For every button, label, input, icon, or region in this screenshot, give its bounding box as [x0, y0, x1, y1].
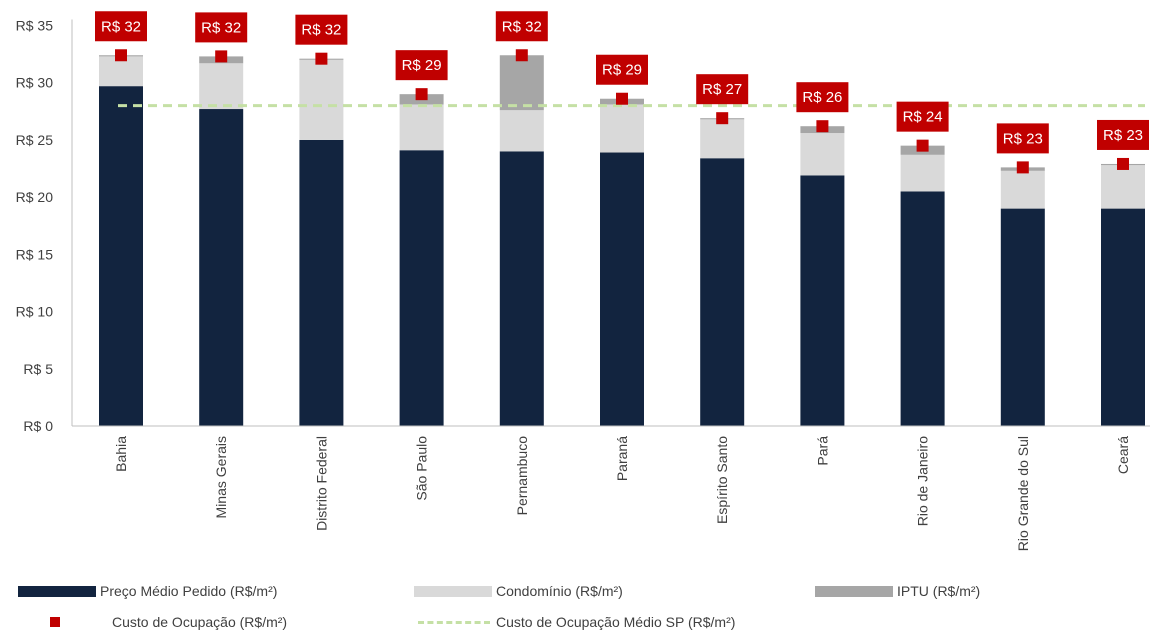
- bar-segment-condominio: [600, 104, 644, 153]
- custo-marker: [1016, 161, 1029, 174]
- data-label-box: [195, 12, 248, 43]
- bar-segment-condominio: [99, 56, 143, 87]
- data-label-box: [896, 101, 949, 132]
- data-label-box: [495, 11, 548, 42]
- y-tick-label: R$ 20: [16, 189, 54, 205]
- custo-marker: [616, 92, 628, 105]
- bar-segment-preco: [600, 152, 644, 426]
- bar-segment-preco: [700, 158, 745, 427]
- markers: R$ 32 R$ 32 R$ 32 R$ 29 R$ 32 R$ 29 R$ 27 R$ 26…: [95, 11, 1149, 174]
- x-category-label: Bahia: [113, 436, 129, 472]
- custo-marker: [816, 120, 829, 133]
- bar-segment-condominio: [399, 104, 444, 151]
- x-category-label: Pernambuco: [514, 436, 530, 516]
- bar-segment-preco: [99, 86, 143, 426]
- custo-marker: [716, 112, 729, 125]
- custo-marker: [215, 50, 228, 63]
- x-category-label: Rio de Janeiro: [915, 436, 931, 526]
- y-tick-label: R$ 35: [16, 18, 54, 34]
- x-category-label: Distrito Federal: [313, 436, 329, 531]
- bar-segment-preco: [1101, 208, 1145, 426]
- data-label: R$ 26: [802, 89, 842, 106]
- bar-segment-condominio: [199, 63, 244, 110]
- custo-marker: [515, 49, 528, 62]
- data-label-box: [395, 50, 448, 81]
- data-label: R$ 29: [402, 57, 442, 74]
- data-label: R$ 32: [502, 18, 542, 35]
- x-axis: Bahia Minas Gerais Distrito Federal São Pau…: [72, 425, 1150, 551]
- y-tick-label: R$ 30: [16, 75, 54, 91]
- y-tick-label: R$ 25: [16, 132, 54, 148]
- data-label-box: [796, 82, 849, 113]
- bar-segment-iptu: [499, 55, 544, 111]
- data-label: R$ 27: [702, 81, 742, 98]
- x-category-label: Pará: [814, 436, 830, 466]
- bar-segment-condominio: [800, 133, 845, 176]
- y-tick-label: R$ 10: [16, 304, 54, 320]
- data-label: R$ 29: [602, 62, 642, 79]
- custo-marker: [1117, 157, 1129, 170]
- data-label-box: [95, 11, 147, 42]
- x-category-label: Minas Gerais: [213, 436, 229, 518]
- bar-segment-preco: [1000, 208, 1045, 426]
- data-label: R$ 32: [101, 18, 141, 35]
- data-label: R$ 24: [903, 109, 943, 126]
- y-tick-label: R$ 0: [23, 418, 53, 434]
- x-category-label: Rio Grande do Sul: [1015, 436, 1031, 551]
- custo-marker: [315, 52, 328, 65]
- data-label: R$ 32: [201, 19, 241, 36]
- x-category-label: Paraná: [614, 436, 630, 481]
- custo-marker: [916, 139, 929, 152]
- bars: [99, 55, 1145, 427]
- bar-segment-condominio: [499, 110, 544, 152]
- data-label-box: [295, 14, 348, 45]
- data-label-box: [696, 74, 749, 105]
- data-label-box: [1097, 119, 1149, 150]
- data-label: R$ 23: [1003, 130, 1043, 147]
- bar-segment-preco: [399, 150, 444, 426]
- data-label: R$ 23: [1103, 127, 1143, 144]
- bar-segment-condominio: [900, 154, 945, 192]
- bar-segment-condominio: [700, 119, 745, 159]
- bar-segment-condominio: [1101, 165, 1145, 209]
- x-category-label: São Paulo: [414, 436, 430, 501]
- y-tick-label: R$ 15: [16, 246, 54, 262]
- bar-segment-preco: [199, 109, 244, 426]
- y-tick-label: R$ 5: [23, 361, 53, 377]
- bar-segment-preco: [900, 191, 945, 426]
- x-category-label: Ceará: [1115, 436, 1131, 474]
- bar-segment-condominio: [299, 59, 344, 140]
- data-label: R$ 32: [301, 22, 341, 39]
- y-axis: R$ 0 R$ 5 R$ 10 R$ 15 R$ 20 R$ 25 R$ 30 R$ 35: [16, 18, 73, 434]
- custo-marker: [415, 88, 428, 101]
- data-label-box: [996, 123, 1049, 154]
- bar-segment-condominio: [1000, 170, 1045, 209]
- x-category-label: Espírito Santo: [714, 436, 730, 524]
- bar-segment-preco: [800, 175, 845, 426]
- bar-segment-preco: [499, 151, 544, 426]
- data-label-box: [596, 54, 648, 85]
- bar-segment-preco: [299, 139, 344, 426]
- custo-marker: [115, 49, 127, 62]
